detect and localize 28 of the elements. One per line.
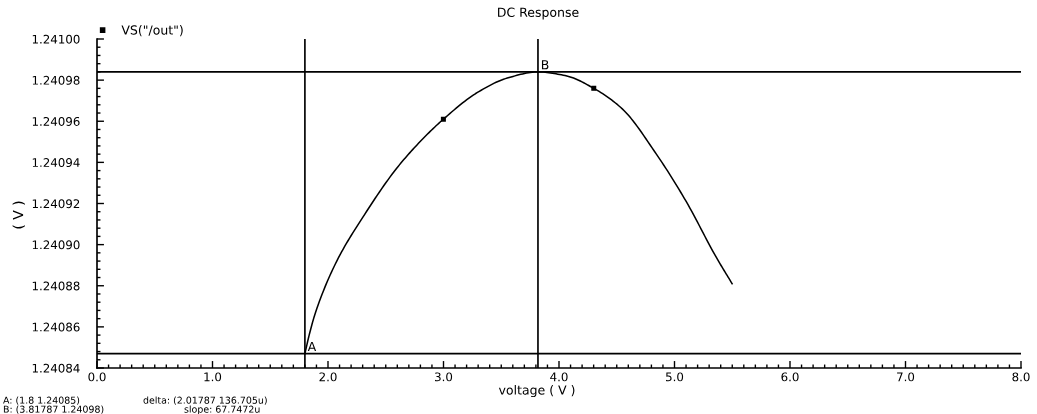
text: delta: (2.01787 136.705u): [143, 396, 267, 405]
y-axis-title: ( V ): [12, 201, 25, 229]
y-tick-label: 1.24086: [32, 322, 80, 332]
x-tick-label: 2.0: [319, 372, 337, 382]
text: B: (3.81787 1.24098): [3, 405, 104, 414]
text: A: (1.8 1.24085): [3, 396, 80, 405]
y-tick-label: 1.24100: [32, 34, 80, 44]
y-tick-label: 1.24094: [32, 158, 80, 168]
annotation: A: [307, 341, 317, 352]
annotation: B: [541, 60, 549, 70]
chart-title: DC Response: [498, 7, 579, 20]
x-tick-label: 1.0: [204, 372, 222, 382]
text: slope: 67.7472u: [184, 405, 260, 414]
y-tick-label: 1.24088: [32, 281, 80, 291]
legend-label: VS("/out"): [121, 25, 183, 37]
y-tick-label: 1.24084: [32, 363, 80, 373]
x-tick-label: 3.0: [435, 372, 453, 382]
x-tick-label: 5.0: [666, 372, 684, 382]
x-tick-label: 6.0: [781, 372, 799, 382]
x-tick-label: 0.0: [88, 372, 106, 382]
y-tick-label: 1.24098: [32, 75, 80, 85]
x-tick-label: 4.0: [550, 372, 568, 382]
y-tick-label: 1.24090: [32, 240, 80, 250]
y-tick-label: 1.24092: [32, 199, 80, 209]
y-tick-label: 1.24096: [32, 116, 80, 126]
x-axis-title: voltage ( V ): [498, 385, 575, 398]
x-tick-label: 7.0: [897, 372, 915, 382]
x-tick-label: 8.0: [1012, 372, 1030, 382]
